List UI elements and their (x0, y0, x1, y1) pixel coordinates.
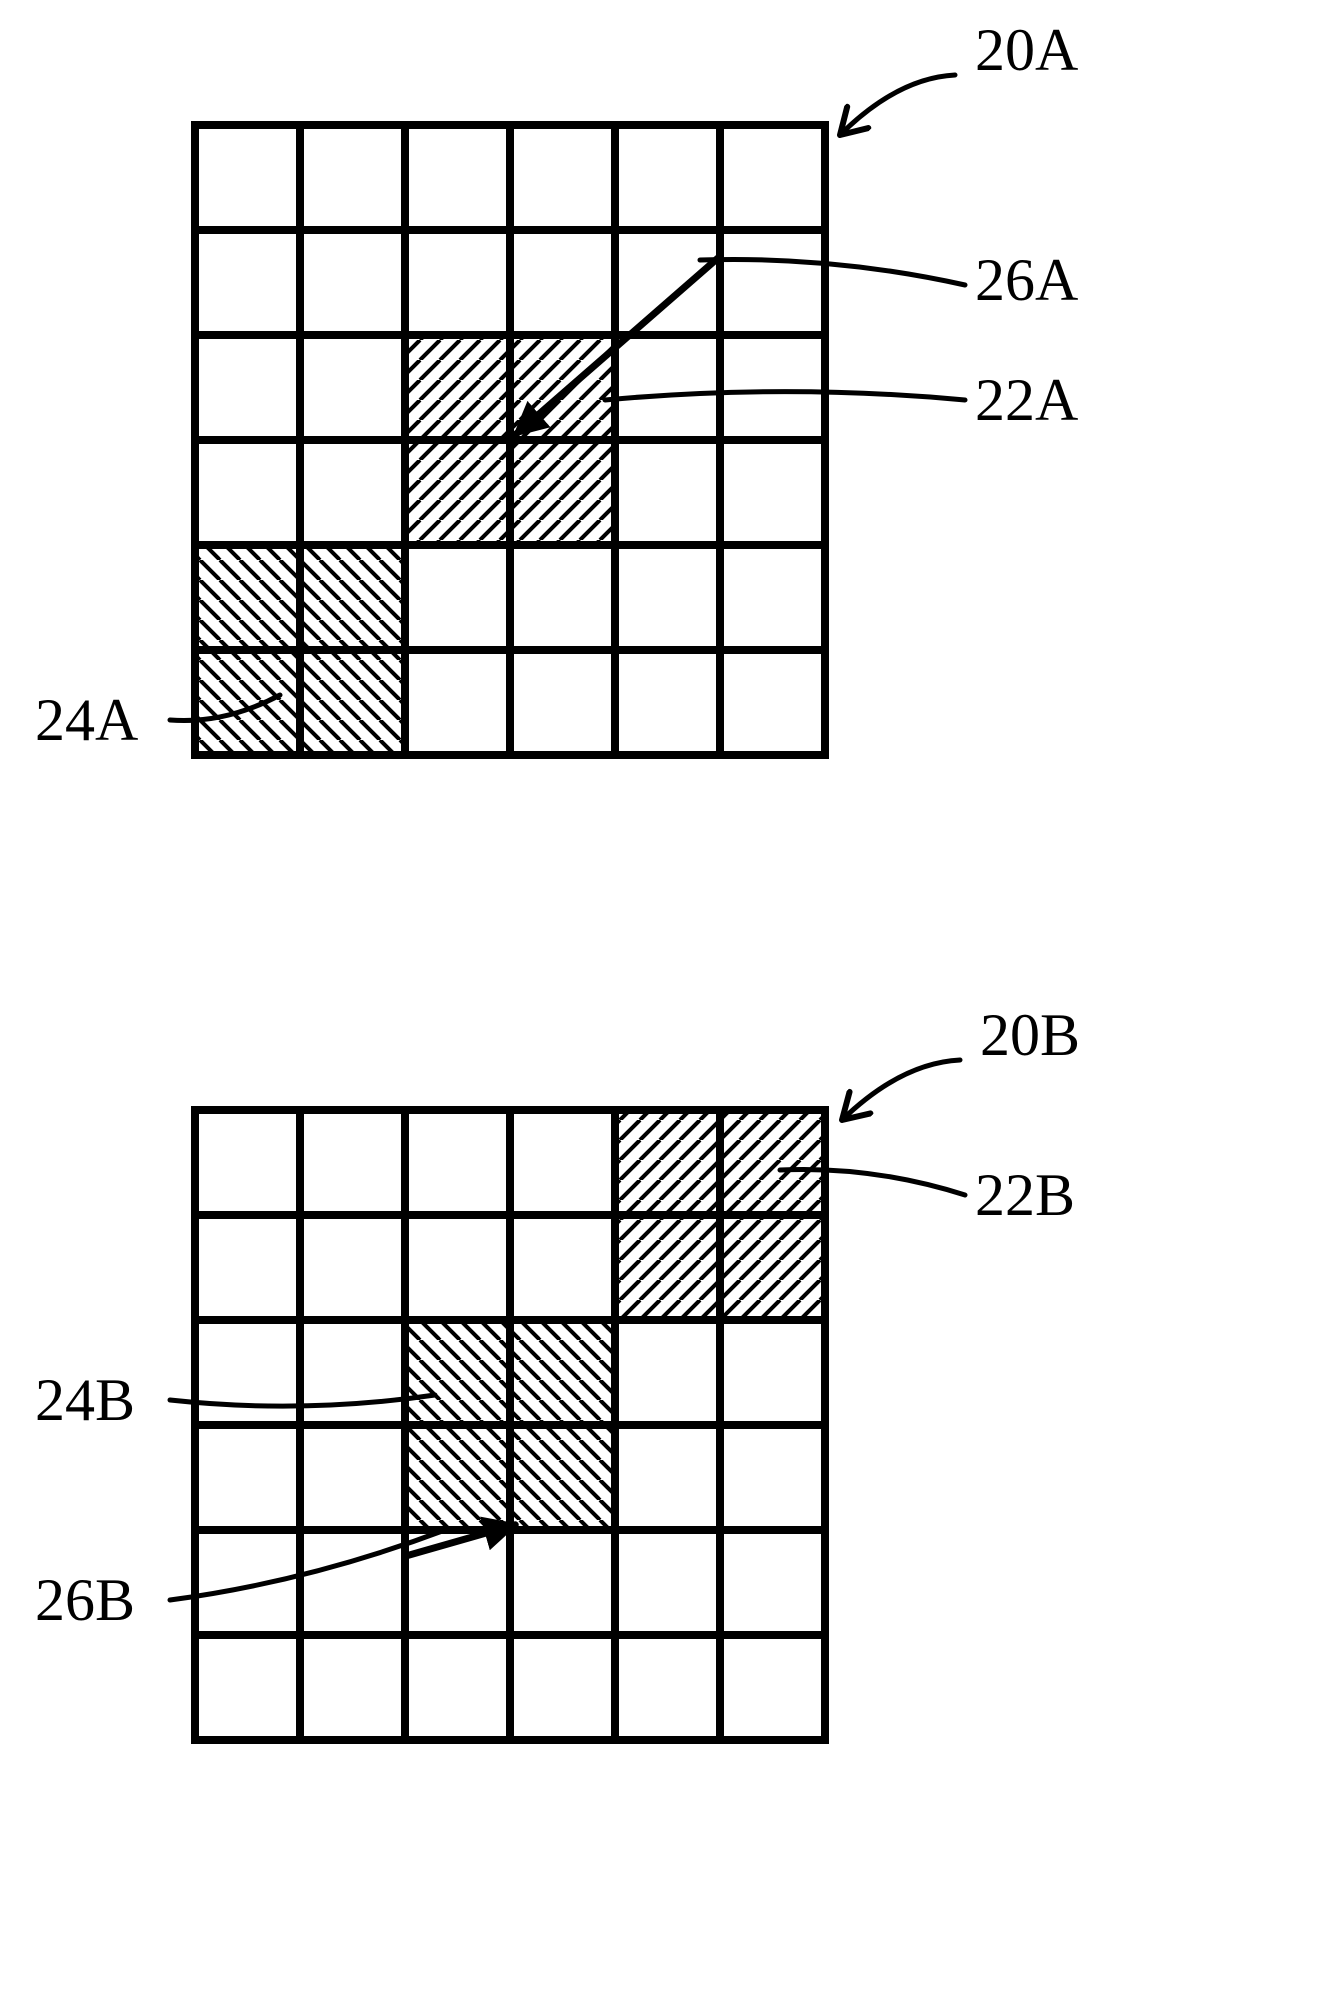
label-20B: 20B (980, 1002, 1080, 1068)
leader-20A (840, 75, 955, 135)
label-26A: 26A (975, 247, 1078, 313)
label-22A: 22A (975, 367, 1078, 433)
label-24B: 24B (35, 1367, 135, 1433)
label-22B: 22B (975, 1162, 1075, 1228)
leader-26A (700, 259, 965, 285)
label-26B: 26B (35, 1567, 135, 1633)
label-20A: 20A (975, 17, 1078, 83)
label-24A: 24A (35, 687, 138, 753)
grid-20A (195, 125, 825, 755)
leader-20B (842, 1060, 960, 1120)
grid-20B (195, 1110, 825, 1740)
leader-22A (605, 392, 965, 400)
figure-svg: 20A 26A 22A 24A 20B 22B 24B 26B (0, 0, 1319, 2000)
